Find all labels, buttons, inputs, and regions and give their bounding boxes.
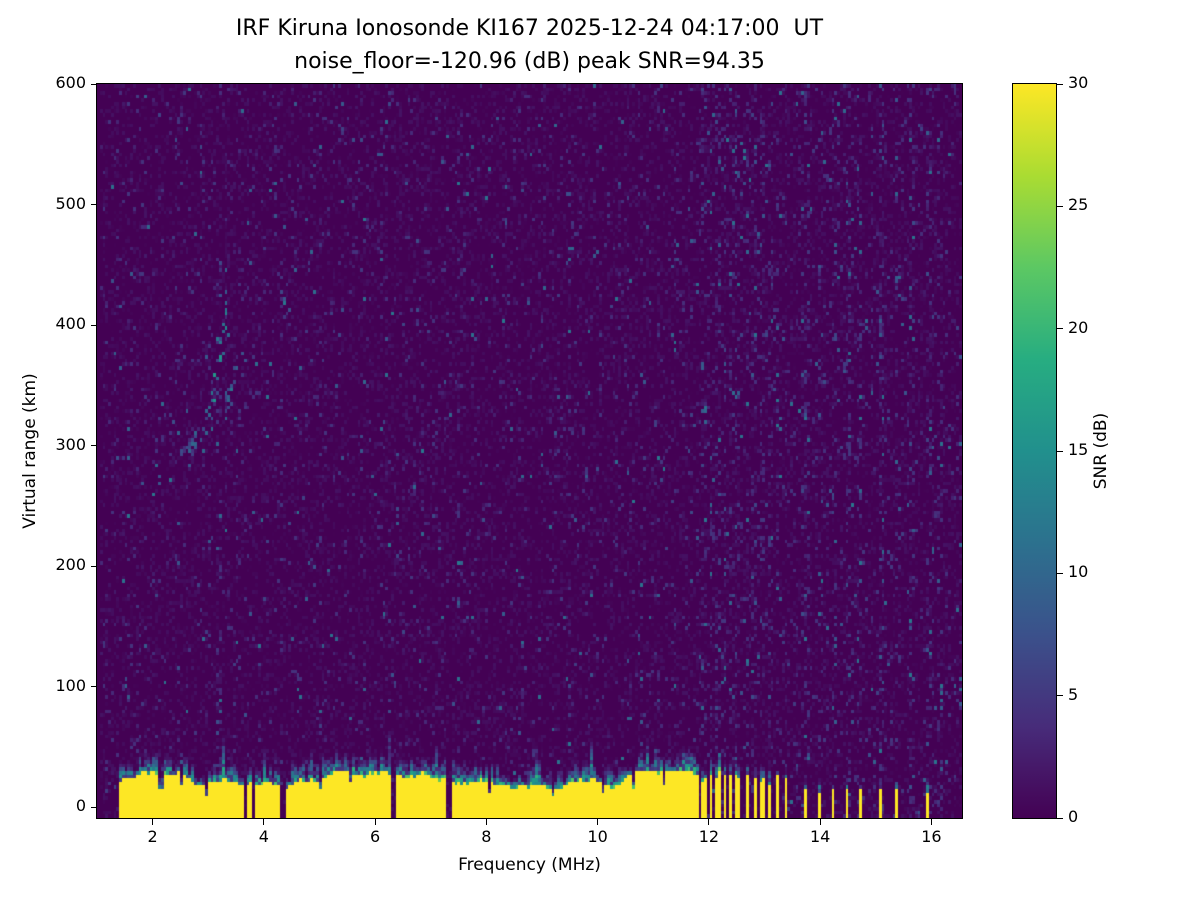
- x-tick-label: 14: [809, 827, 831, 846]
- colorbar-tick-mark: [1057, 572, 1063, 574]
- x-tick-label: 10: [587, 827, 608, 846]
- colorbar-tick-mark: [1057, 695, 1063, 697]
- y-tick-mark: [91, 83, 97, 85]
- colorbar-gradient: [1013, 84, 1056, 818]
- y-tick-label: 600: [55, 73, 86, 92]
- x-tick-label: 12: [698, 827, 720, 846]
- y-tick-label: 0: [75, 796, 86, 816]
- y-tick-mark: [91, 686, 97, 688]
- x-axis-label: Frequency (MHz): [458, 855, 601, 875]
- y-tick-label: 400: [55, 314, 86, 334]
- x-tick-mark: [485, 819, 487, 825]
- y-tick-label: 300: [55, 434, 86, 454]
- x-tick-label: 6: [370, 827, 381, 846]
- colorbar-frame: [1012, 83, 1057, 819]
- plot-frame: [96, 83, 963, 819]
- y-tick-mark: [91, 324, 97, 326]
- y-tick-label: 100: [55, 675, 86, 695]
- colorbar-tick-mark: [1057, 328, 1063, 330]
- x-tick-label: 2: [147, 827, 158, 846]
- y-tick-label: 200: [55, 555, 86, 575]
- x-tick-label: 8: [481, 827, 492, 846]
- colorbar-tick-label: 30: [1068, 73, 1089, 92]
- x-tick-label: 16: [921, 827, 942, 846]
- x-tick-mark: [708, 819, 710, 825]
- chart-title: IRF Kiruna Ionosonde KI167 2025-12-24 04…: [235, 16, 824, 41]
- colorbar-tick-label: 5: [1068, 684, 1079, 704]
- x-tick-mark: [597, 819, 599, 825]
- colorbar-tick-mark: [1057, 205, 1063, 207]
- x-tick-mark: [819, 819, 821, 825]
- x-tick-mark: [152, 819, 154, 825]
- colorbar-tick-mark: [1057, 817, 1063, 819]
- y-tick-mark: [91, 204, 97, 206]
- y-tick-mark: [91, 565, 97, 567]
- y-tick-label: 500: [55, 193, 86, 213]
- x-tick-mark: [930, 819, 932, 825]
- x-tick-label: 4: [258, 827, 269, 846]
- chart-subtitle: noise_floor=-120.96 (dB) peak SNR=94.35: [294, 49, 765, 74]
- colorbar-tick-label: 15: [1068, 440, 1089, 459]
- x-tick-mark: [263, 819, 265, 825]
- ionogram-heatmap: [97, 84, 962, 818]
- colorbar-tick-label: 20: [1068, 317, 1089, 337]
- y-tick-mark: [91, 806, 97, 808]
- x-tick-mark: [374, 819, 376, 825]
- colorbar-tick-label: 10: [1068, 562, 1089, 582]
- colorbar-tick-label: 25: [1068, 195, 1089, 215]
- colorbar-tick-mark: [1057, 450, 1063, 452]
- y-tick-mark: [91, 445, 97, 447]
- colorbar-tick-mark: [1057, 83, 1063, 85]
- colorbar-tick-label: 0: [1068, 807, 1079, 826]
